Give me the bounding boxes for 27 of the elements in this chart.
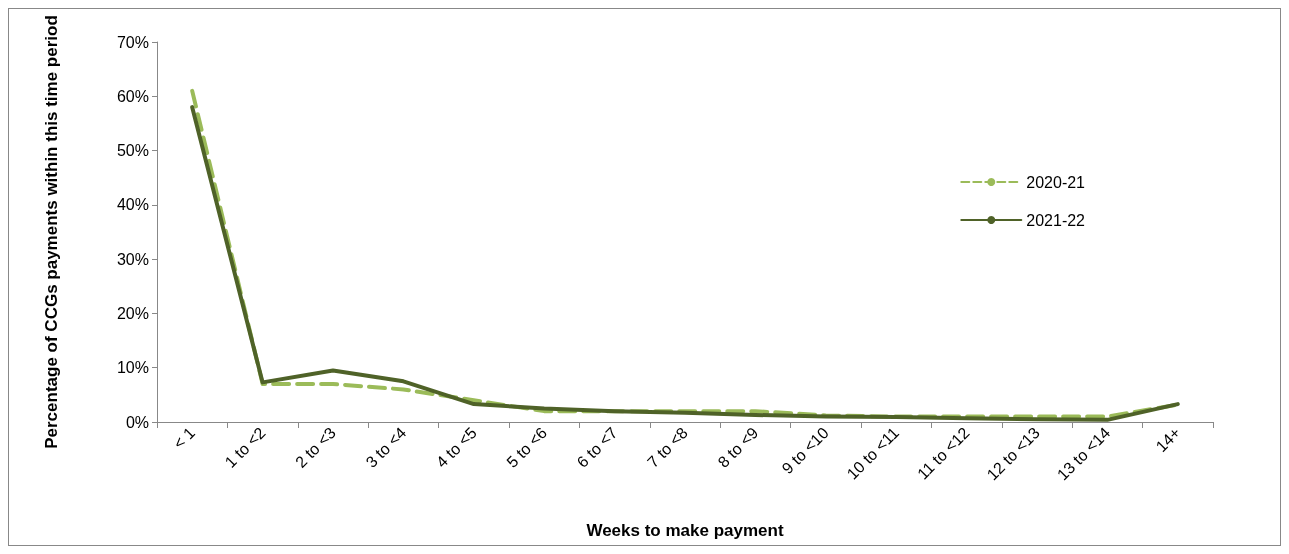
legend-label: 2020-21 (1026, 173, 1086, 191)
x-tick-label: 11 to <12 (913, 423, 973, 483)
x-axis-title: Weeks to make payment (586, 521, 784, 540)
y-tick-label: 30% (116, 250, 149, 268)
y-tick-label: 20% (116, 304, 149, 322)
y-tick-label: 10% (116, 359, 149, 377)
x-tick-label: 12 to <13 (983, 423, 1044, 484)
y-tick-label: 70% (116, 33, 149, 51)
x-tick-label: 4 to <5 (432, 423, 480, 471)
x-tick-label: < 1 (170, 423, 199, 453)
x-tick-label: 10 to <11 (843, 423, 903, 483)
y-axis-title: Percentage of CCGs payments within this time period (41, 15, 61, 449)
legend-label: 2021-22 (1026, 211, 1086, 229)
x-tick-label: 3 to <4 (362, 423, 410, 471)
y-tick-label: 0% (125, 413, 149, 431)
x-tick-label: 8 to <9 (714, 423, 762, 471)
x-tick-label: 6 to <7 (573, 423, 621, 471)
x-tick-label: 7 to <8 (644, 423, 692, 471)
y-tick-label: 60% (116, 87, 149, 105)
x-tick-label: 1 to <2 (221, 423, 269, 471)
x-tick-label: 9 to <10 (778, 423, 832, 478)
y-tick-label: 40% (116, 196, 149, 214)
y-tick-label: 50% (116, 142, 149, 160)
x-tick-label: 13 to <14 (1053, 423, 1114, 484)
x-tick-label: 2 to <3 (292, 423, 340, 471)
x-tick-label: 14+ (1152, 423, 1184, 456)
x-tick-label: 5 to <6 (503, 423, 551, 471)
